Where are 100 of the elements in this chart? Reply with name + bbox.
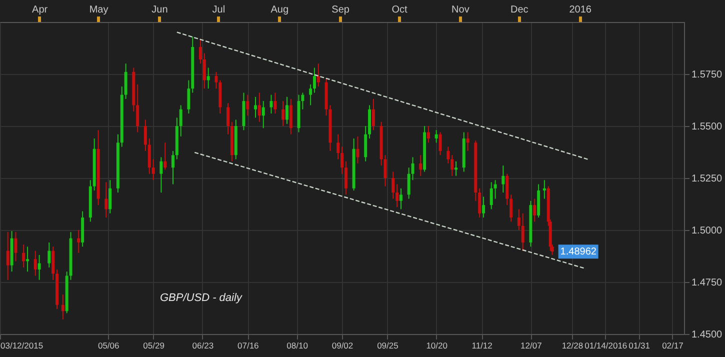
candlestick [506,173,509,206]
candlestick [450,154,454,176]
candlestick [438,132,442,156]
candlestick [152,158,155,181]
candlestick [26,246,30,272]
candlestick [502,165,505,194]
candlestick [494,180,497,200]
y-tick-label: 1.4750 [692,278,723,288]
candlestick [312,67,316,94]
candlestick [336,134,340,160]
candlestick [274,92,277,114]
x-tick-label: 09/02 [332,340,354,350]
x2-tick-label: Sep [332,4,350,16]
candlestick [399,188,402,210]
candlestick [521,212,524,252]
x-tick-label: 01/31 [628,340,650,350]
candlestick [206,67,210,90]
y-tick-label: 1.4500 [692,330,723,340]
candlestick [136,84,140,133]
candlestick [270,94,273,114]
x-tick-label: 10/20 [426,340,448,350]
candlestick [124,63,128,100]
x-tick-label: 07/16 [238,340,260,350]
candlestick [340,146,344,174]
candlestick [517,208,520,230]
candlestick [246,94,250,116]
candlestick [6,232,10,280]
candlestick [407,167,410,200]
x-tick-label: 06/23 [192,340,214,350]
x-tick-label: 12/28 [562,340,584,350]
candlestick [466,132,470,152]
candlestick [372,98,375,131]
candlestick [478,188,482,218]
candlestick [14,232,18,262]
candlestick [179,104,182,137]
candlestick [22,244,26,268]
candlestick [38,254,41,280]
candlestick [434,130,438,144]
candlestick [52,246,55,280]
x-tick-label: 03/12/2015 [0,340,44,350]
candlestick [226,102,230,135]
candlestick [144,119,147,152]
candlestick [254,96,258,118]
candlestick [104,182,108,218]
x2-tick-label: Aug [270,4,288,16]
candlestick [510,194,513,222]
candlestick [108,180,112,214]
candlestick [48,242,51,268]
candlestick [533,198,536,222]
x-tick-label: 05/06 [98,340,120,350]
candlestick [262,100,265,129]
candlestick [282,100,285,126]
candlestick [198,38,202,64]
candlestick [411,156,414,181]
candlestick [77,230,80,254]
x2-tick-label: Jul [212,4,226,16]
candlestick [171,150,174,185]
x2-tick-label: May [89,4,108,16]
candlestick [214,71,218,90]
candlestick [490,182,493,210]
candlestick [258,92,261,122]
candlestick [148,138,151,174]
y-tick-label: 1.5750 [692,70,723,80]
candlestick [160,156,163,194]
x2-tick-label: Dec [510,4,528,16]
candlestick [426,126,430,144]
candlestick [482,196,486,218]
x-tick-label: 02/17 [662,340,684,350]
candlestick [392,171,395,200]
x2-tick-label: Oct [392,4,408,16]
y-tick-label: 1.5250 [692,174,723,184]
candlestick [164,142,167,170]
y-tick-label: 1.5500 [692,122,723,132]
candlestick [187,80,190,114]
x-tick-label: 08/10 [286,340,308,350]
annotation: 1.48962 [560,246,597,258]
x2-tick-label: Jun [152,4,168,16]
candlestick [316,63,320,87]
x2-tick-label: Apr [32,4,48,16]
candlestick [396,184,399,208]
x2-tick-label: Nov [452,4,470,16]
candlestick [289,98,292,135]
candlestick [446,146,450,164]
candlestick [285,96,288,124]
candlestick [344,160,348,196]
annotation: GBP/USD - daily [160,292,244,304]
candlestick [364,126,368,162]
x2-tick-label: 2016 [569,4,592,16]
candlestick [419,154,422,176]
candlestick [454,160,458,176]
x-tick-label: 12/07 [520,340,542,350]
x-tick-label: 01/14/2016 [584,340,628,350]
candlestick [309,84,312,106]
x-tick-label: 11/12 [472,340,493,350]
candlestick [202,52,206,90]
candlestick [542,180,546,200]
candlestick [61,294,64,320]
y-tick-label: 1.5000 [692,226,723,236]
candlestick [356,136,360,164]
x-tick-label: 05/29 [143,340,165,350]
